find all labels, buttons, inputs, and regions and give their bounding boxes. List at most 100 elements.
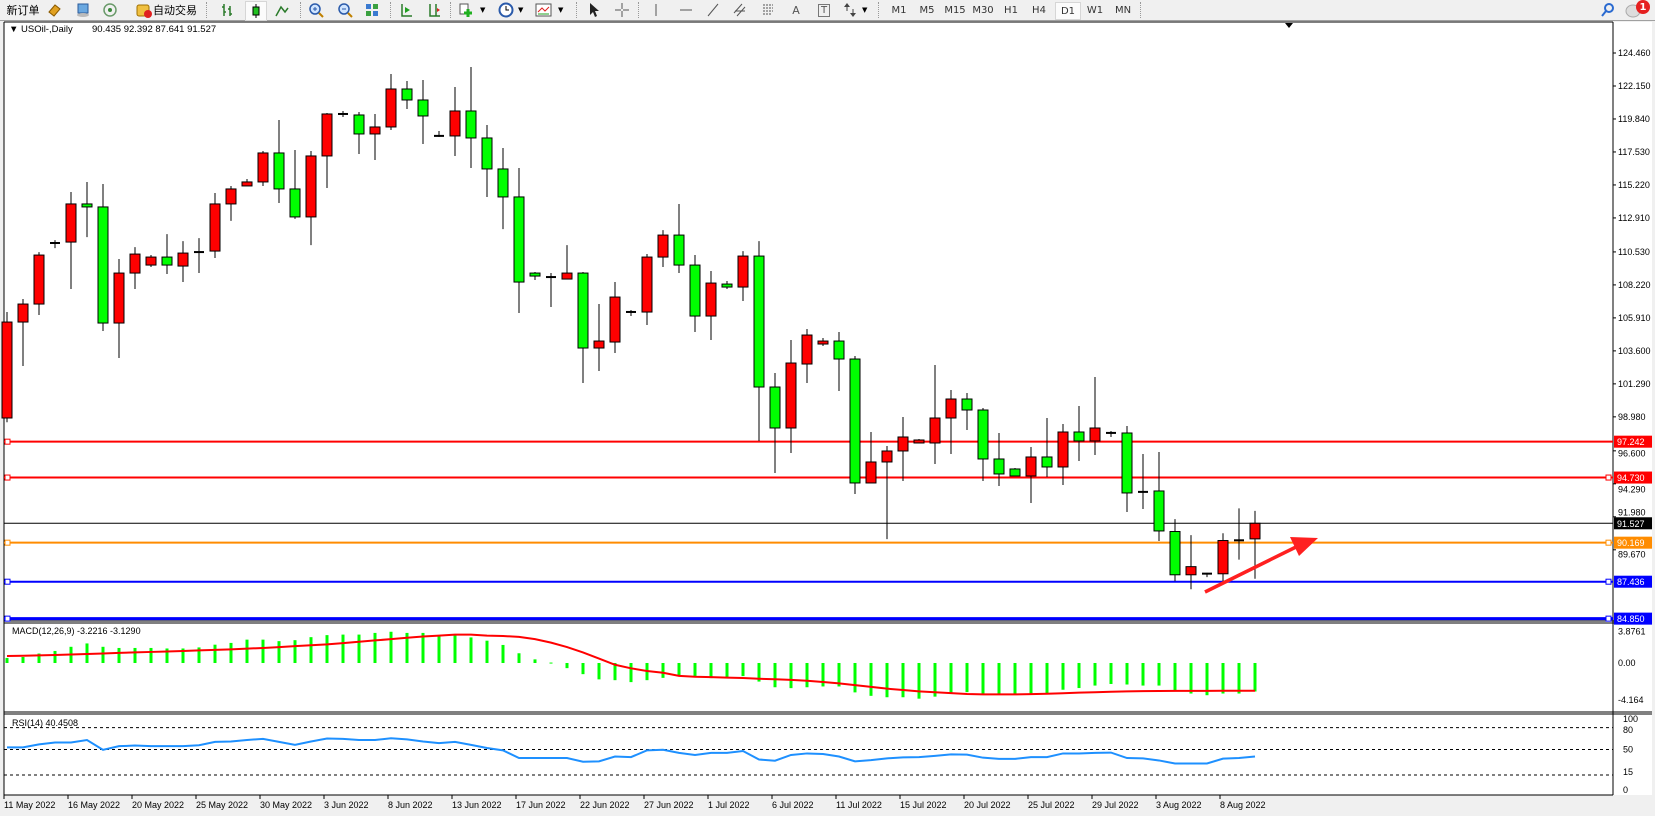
candlestick-chart-icon[interactable] [245,1,267,21]
toolbar-separator [878,2,879,18]
candle [705,271,717,341]
equidistant-channel-icon[interactable] [730,1,750,19]
candle-body [897,436,909,452]
chart-shift-marker-icon[interactable] [1285,23,1293,28]
candle-body [945,398,957,419]
macd-histogram-bar [101,646,105,663]
macd-histogram-bar [149,647,153,663]
candle [929,365,941,464]
line-handle-right[interactable] [1605,474,1612,481]
tile-windows-icon[interactable] [362,1,382,19]
chart-menu-triangle-icon[interactable]: ▼ [9,24,18,35]
zoom-in-icon[interactable] [306,1,326,19]
annotation-arrow[interactable] [1204,537,1318,594]
fibonacci-icon[interactable] [759,1,779,19]
price-line-label: 91.527 [1617,519,1645,529]
timeframe-d1[interactable]: D1 [1055,2,1081,20]
timeframe-m15[interactable]: M15 [944,4,966,16]
new-order-button[interactable]: 新订单 [0,1,46,19]
candle [673,203,685,274]
candle [434,130,444,137]
candle-body [113,272,125,324]
line-handle-left[interactable] [4,438,11,445]
price-line-label-bg [1614,435,1652,448]
vertical-line-icon[interactable] [646,1,666,19]
candle [721,281,733,290]
gold-book-icon[interactable] [44,1,64,19]
arrows-icon[interactable] [840,1,860,19]
toolbar-separator [390,2,391,18]
templates-dropdown-icon[interactable]: ▼ [558,6,564,14]
price-line-label: 97.242 [1617,437,1645,447]
periods-icon[interactable] [496,1,516,19]
templates-icon[interactable] [534,1,554,19]
candle [737,251,749,302]
timeframe-h1[interactable]: H1 [1004,4,1018,16]
macd-histogram-bar [1125,663,1129,685]
line-handle-left[interactable] [4,539,11,546]
line-handle-left[interactable] [4,615,11,622]
candle [609,282,621,354]
bar-chart-icon[interactable] [217,1,237,19]
timeframe-mn[interactable]: MN [1114,4,1132,16]
macd-histogram-bar [917,663,921,699]
auto-scroll-icon[interactable] [396,1,416,19]
line-handle-right[interactable] [1605,615,1612,622]
indicators-icon[interactable] [456,1,476,19]
candle-body [753,255,765,388]
candle [1185,535,1197,590]
toolbar-separator [638,2,639,18]
new-order-label: 新订单 [6,4,40,17]
line-handle-left[interactable] [4,474,11,481]
timeframe-m30[interactable]: M30 [972,4,994,16]
signals-icon[interactable] [100,1,120,19]
candle [1169,519,1181,582]
rsi-tick-label: 15 [1623,767,1633,777]
zoom-out-icon[interactable] [335,1,355,19]
candle [977,408,989,481]
candle [33,252,45,316]
line-handle-right[interactable] [1605,578,1612,585]
market-watch-icon[interactable] [73,1,93,19]
ohlc-header: 90.435 92.392 87.641 91.527 [92,24,216,35]
timeframe-m1[interactable]: M1 [891,4,907,16]
candle-body [1,321,13,419]
text-icon[interactable]: A [786,1,806,19]
line-handle-right[interactable] [1605,539,1612,546]
price-tick-label: 91.980 [1618,507,1646,517]
candle-body [689,264,701,317]
search-icon[interactable] [1598,1,1618,19]
arrows-dropdown-icon[interactable]: ▼ [862,6,868,14]
macd-histogram-bar [1093,663,1097,686]
macd-histogram-bar [549,662,553,664]
rsi-line [7,737,1256,765]
trendline-icon[interactable] [703,1,723,19]
macd-histogram-bar [501,644,505,663]
macd-histogram-bar [837,663,841,687]
horizontal-line-icon[interactable] [676,1,696,19]
text-label-icon[interactable]: T [814,1,834,19]
macd-histogram-bar [453,635,457,663]
text-tool-label: A [792,3,800,17]
indicators-dropdown-icon[interactable]: ▼ [480,6,486,14]
auto-trading-button[interactable]: 自动交易 [130,1,202,19]
cursor-icon[interactable] [584,1,604,19]
candle-body [785,362,797,429]
crosshair-icon[interactable] [612,1,632,19]
chart-shift-icon[interactable] [424,1,444,19]
timeframe-h4[interactable]: H4 [1032,4,1046,16]
macd-histogram-bar [709,663,713,679]
macd-histogram-bar [741,663,745,677]
line-chart-icon[interactable] [272,1,292,19]
macd-histogram-bar [181,648,185,663]
periods-dropdown-icon[interactable]: ▼ [518,6,524,14]
notification-badge[interactable]: 1 [1636,0,1650,14]
time-tick-label: 22 Jun 2022 [580,800,630,810]
price-tick-label: 115.220 [1618,180,1650,190]
macd-histogram-bar [5,657,9,663]
line-handle-left[interactable] [4,578,11,585]
timeframe-m5[interactable]: M5 [919,4,935,16]
auto-trading-icon [136,4,152,18]
timeframe-w1[interactable]: W1 [1086,4,1104,16]
